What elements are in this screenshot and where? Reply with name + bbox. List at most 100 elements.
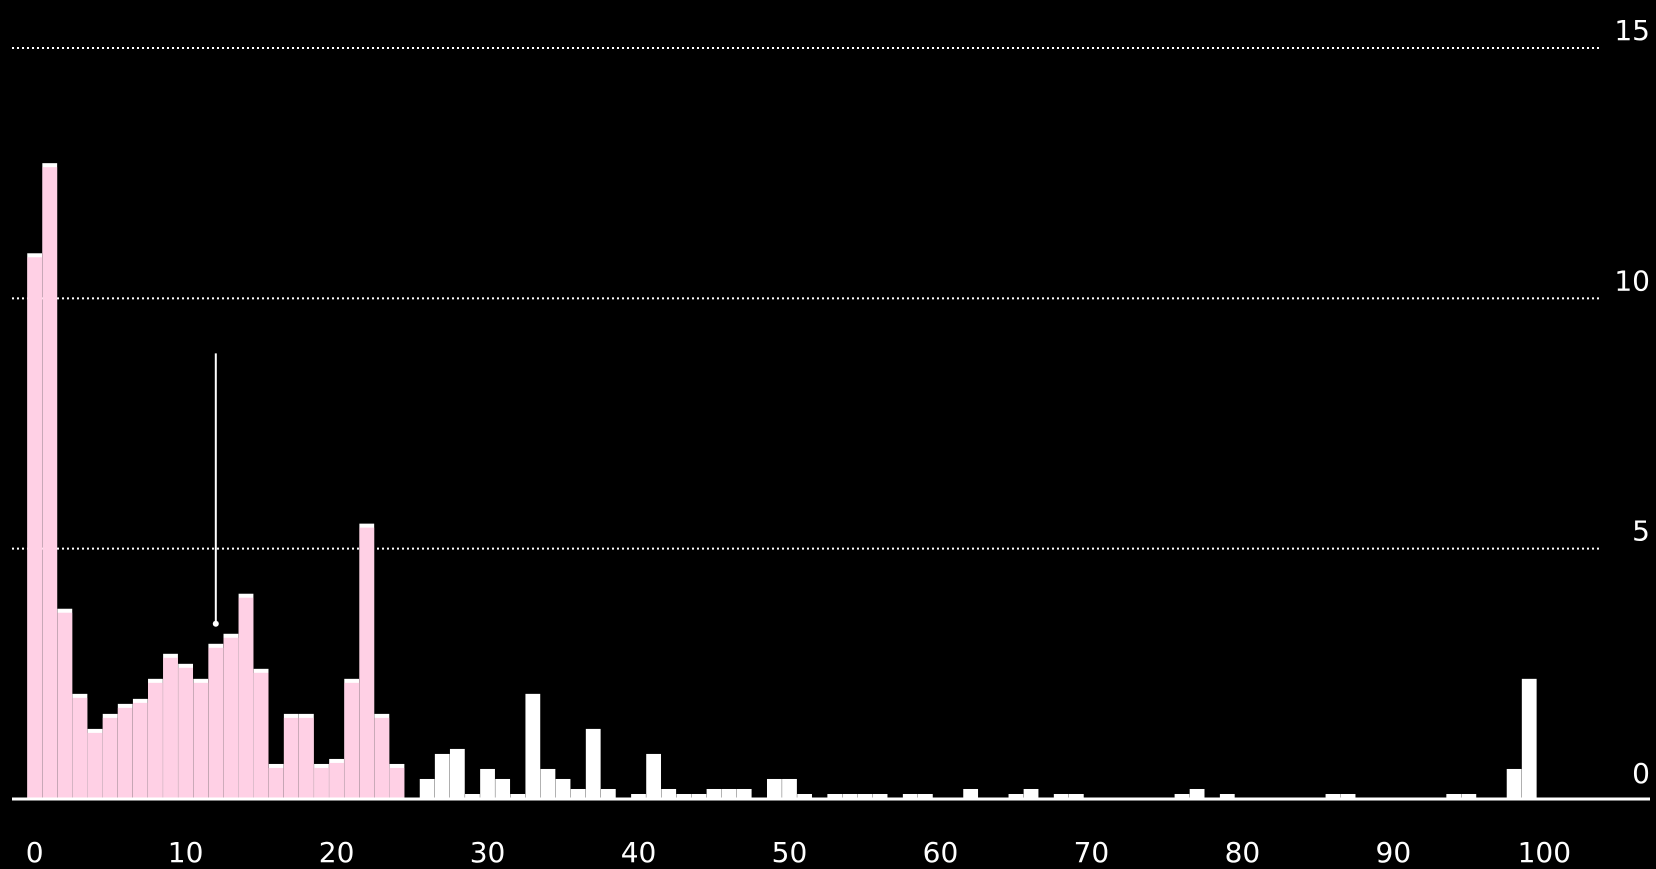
bar-body-54 — [842, 793, 858, 799]
bar-highlight-21 — [344, 682, 360, 799]
bar-highlight-11 — [193, 682, 209, 799]
bar-body-79 — [1219, 793, 1235, 799]
x-tick-label-90: 90 — [1376, 836, 1412, 869]
bar-34 — [540, 768, 556, 799]
annotation-layer — [212, 353, 219, 627]
bar-49 — [766, 778, 782, 799]
bar-53 — [827, 793, 843, 799]
bar-76 — [1174, 793, 1190, 799]
bar-2 — [57, 608, 73, 799]
bar-19 — [314, 763, 329, 799]
bar-body-38 — [600, 788, 616, 799]
bar-27 — [434, 753, 450, 799]
bar-16 — [268, 763, 284, 799]
bar-body-94 — [1446, 793, 1462, 799]
bar-highlight-12 — [208, 647, 224, 799]
bar-8 — [148, 678, 163, 799]
bar-28 — [449, 748, 465, 799]
bar-4 — [87, 728, 103, 799]
bar-35 — [555, 778, 571, 799]
bar-highlight-2 — [57, 612, 73, 799]
bar-50 — [782, 778, 797, 799]
bar-56 — [872, 793, 888, 799]
bar-20 — [329, 758, 344, 799]
grid-layer — [12, 47, 1600, 550]
bar-body-42 — [661, 788, 677, 799]
bar-62 — [963, 788, 979, 799]
bar-47 — [736, 788, 752, 799]
bar-3 — [72, 693, 88, 799]
bar-highlight-3 — [72, 697, 88, 799]
bar-layer — [27, 163, 1537, 800]
x-tick-label-80: 80 — [1225, 836, 1261, 869]
bar-body-95 — [1461, 793, 1477, 799]
bar-body-66 — [1023, 788, 1039, 799]
bar-36 — [570, 788, 586, 799]
bar-24 — [389, 763, 405, 799]
bar-12 — [208, 643, 224, 799]
bar-14 — [238, 593, 254, 799]
bar-6 — [117, 703, 133, 799]
bar-13 — [223, 633, 239, 799]
bar-body-28 — [449, 748, 465, 799]
bar-54 — [842, 793, 858, 799]
bar-highlight-8 — [148, 682, 163, 799]
bar-66 — [1023, 788, 1039, 799]
bar-18 — [298, 713, 314, 799]
bar-highlight-6 — [117, 707, 133, 799]
bar-body-46 — [721, 788, 737, 799]
bar-highlight-16 — [268, 767, 284, 799]
bar-body-31 — [495, 778, 511, 799]
bar-65 — [1008, 793, 1024, 799]
bar-highlight-19 — [314, 767, 329, 799]
x-tick-label-20: 20 — [319, 836, 355, 869]
bar-body-26 — [419, 778, 435, 799]
bar-58 — [902, 793, 918, 799]
bar-body-53 — [827, 793, 843, 799]
bar-body-47 — [736, 788, 752, 799]
bar-highlight-4 — [87, 732, 103, 799]
bar-body-99 — [1521, 678, 1537, 799]
x-tick-label-50: 50 — [772, 836, 808, 869]
bar-51 — [797, 793, 812, 799]
bar-highlight-13 — [223, 637, 239, 799]
bar-highlight-22 — [359, 527, 375, 799]
bar-highlight-14 — [238, 597, 254, 799]
x-tick-label-60: 60 — [923, 836, 959, 869]
bar-59 — [917, 793, 933, 799]
bar-98 — [1506, 768, 1522, 799]
bar-29 — [465, 793, 480, 799]
bar-42 — [661, 788, 677, 799]
bar-26 — [419, 778, 435, 799]
bar-body-58 — [902, 793, 918, 799]
bar-95 — [1461, 793, 1477, 799]
bar-highlight-9 — [163, 657, 178, 799]
x-tick-label-100: 100 — [1518, 836, 1571, 869]
bar-body-32 — [510, 793, 526, 799]
bar-9 — [163, 653, 178, 799]
bar-body-56 — [872, 793, 888, 799]
bar-highlight-17 — [283, 717, 299, 799]
bar-body-29 — [465, 793, 480, 799]
bar-86 — [1325, 793, 1341, 799]
bar-highlight-20 — [329, 762, 344, 799]
bar-highlight-1 — [42, 167, 58, 800]
annotation-dot — [212, 620, 219, 627]
bar-5 — [102, 713, 118, 799]
bar-body-34 — [540, 768, 556, 799]
axis-layer: 0 5 10 15 0 10 20 30 40 50 60 70 80 90 100 — [12, 14, 1650, 869]
bar-body-27 — [434, 753, 450, 799]
bar-68 — [1053, 793, 1069, 799]
bar-94 — [1446, 793, 1462, 799]
y-tick-label-15: 15 — [1614, 14, 1650, 47]
bar-highlight-5 — [102, 717, 118, 799]
bar-body-33 — [525, 693, 541, 799]
bar-body-50 — [782, 778, 797, 799]
bar-15 — [253, 668, 269, 799]
bar-22 — [359, 523, 375, 799]
bar-37 — [585, 728, 601, 799]
bar-highlight-18 — [298, 717, 314, 799]
y-tick-label-0: 0 — [1632, 757, 1650, 790]
